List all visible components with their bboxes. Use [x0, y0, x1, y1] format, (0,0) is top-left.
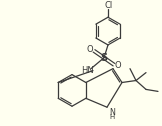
Text: Cl: Cl — [105, 1, 113, 10]
Text: O: O — [115, 61, 121, 70]
Text: H: H — [109, 114, 115, 120]
Text: HN: HN — [81, 66, 93, 75]
Text: N: N — [109, 108, 115, 117]
Text: S: S — [100, 53, 108, 63]
Text: O: O — [87, 45, 93, 54]
